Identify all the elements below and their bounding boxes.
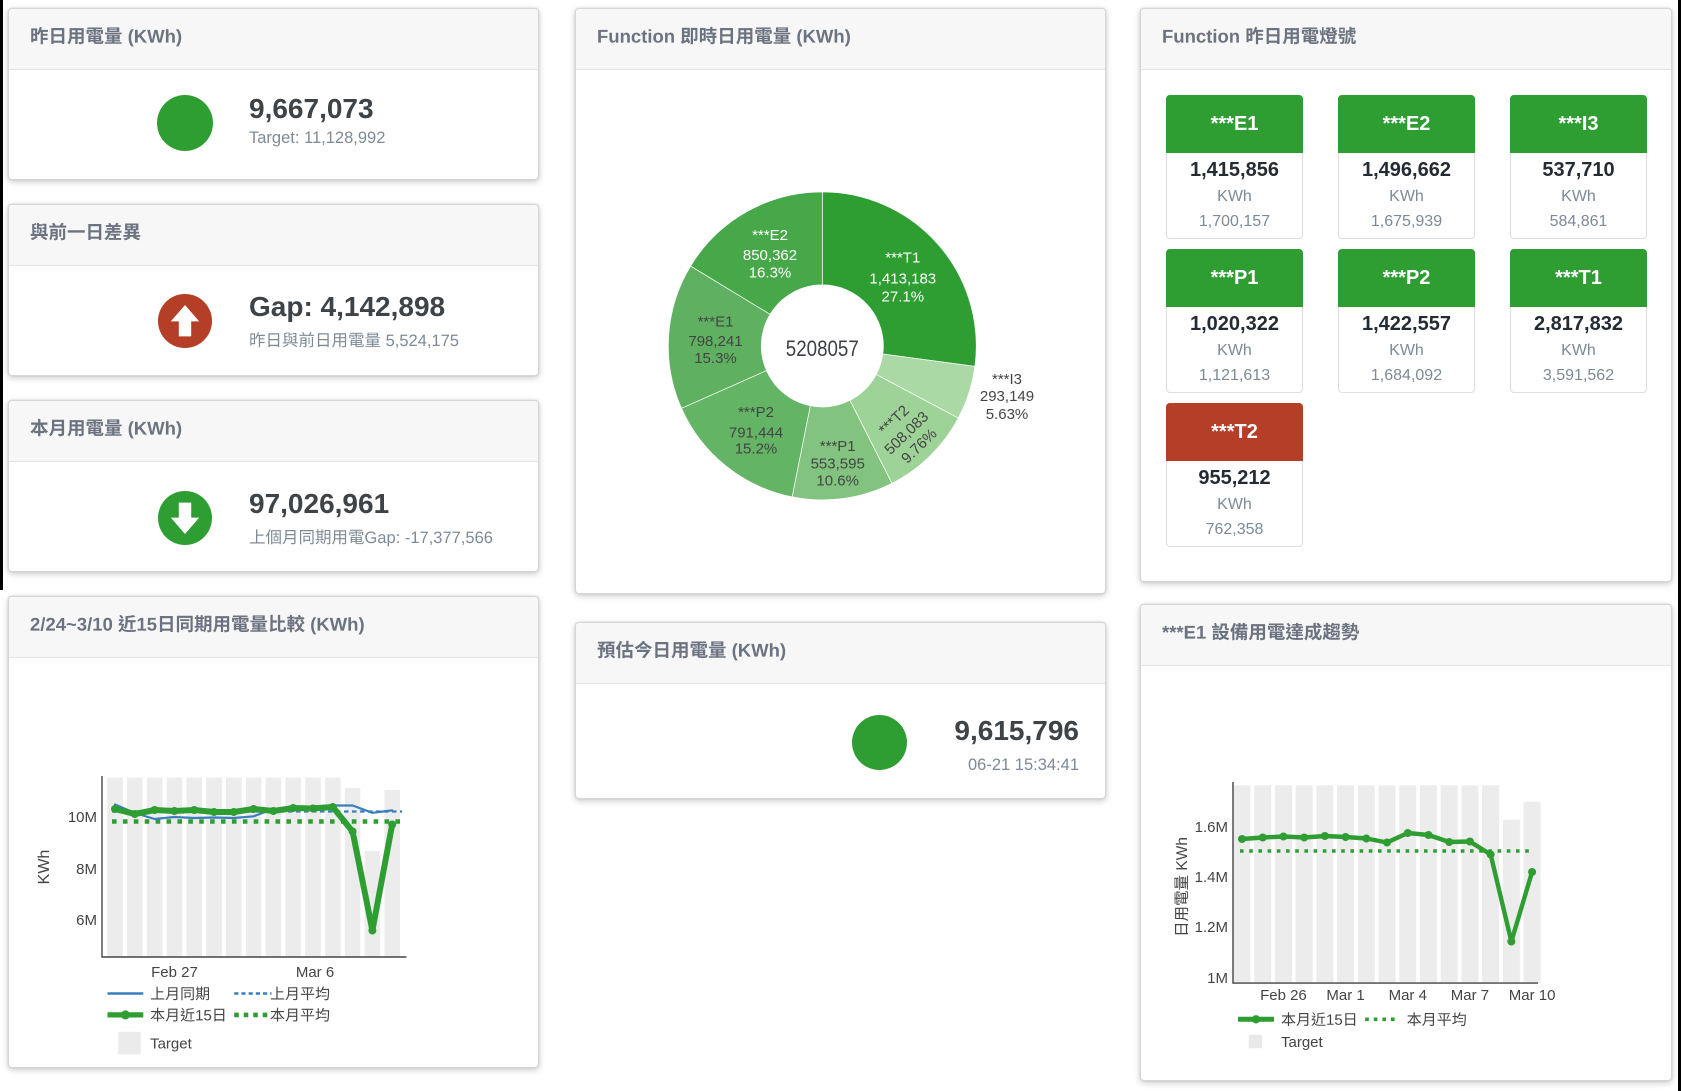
svg-text:553,595: 553,595 (811, 456, 865, 473)
svg-text:1M: 1M (1207, 970, 1228, 987)
svg-text:Target: Target (1281, 1034, 1324, 1051)
svg-text:15.3%: 15.3% (694, 350, 737, 367)
svg-text:798,241: 798,241 (688, 333, 742, 350)
svg-text:1.6M: 1.6M (1195, 819, 1228, 836)
svg-text:850,362: 850,362 (743, 247, 797, 264)
svg-text:15.2%: 15.2% (735, 441, 778, 458)
svg-text:16.3%: 16.3% (749, 264, 792, 281)
svg-text:27.1%: 27.1% (882, 289, 925, 306)
svg-text:***I3: ***I3 (992, 371, 1022, 388)
svg-text:1.4M: 1.4M (1195, 869, 1228, 886)
svg-text:Target: Target (150, 1036, 193, 1053)
svg-text:Mar 4: Mar 4 (1389, 987, 1427, 1004)
svg-text:8M: 8M (76, 861, 97, 878)
svg-text:Mar 1: Mar 1 (1326, 987, 1364, 1004)
svg-text:1.2M: 1.2M (1195, 919, 1228, 936)
svg-text:5208057: 5208057 (786, 336, 859, 361)
svg-text:***P2: ***P2 (738, 404, 774, 421)
svg-text:10M: 10M (68, 809, 97, 826)
svg-text:Mar 7: Mar 7 (1451, 987, 1489, 1004)
svg-text:6M: 6M (76, 912, 97, 929)
svg-text:***E2: ***E2 (752, 227, 788, 244)
svg-text:791,444: 791,444 (729, 425, 783, 442)
svg-text:Feb 27: Feb 27 (151, 964, 198, 981)
svg-text:Mar 10: Mar 10 (1509, 987, 1556, 1004)
svg-text:***T1: ***T1 (885, 250, 920, 267)
svg-text:5.63%: 5.63% (986, 406, 1029, 423)
svg-text:293,149: 293,149 (980, 388, 1034, 405)
svg-text:Feb 26: Feb 26 (1260, 987, 1307, 1004)
svg-text:***P1: ***P1 (820, 438, 856, 455)
svg-text:1,413,183: 1,413,183 (869, 271, 936, 288)
svg-text:KWh: KWh (36, 850, 53, 885)
svg-text:10.6%: 10.6% (816, 472, 859, 489)
svg-text:***E1: ***E1 (698, 314, 734, 331)
svg-text:Mar 6: Mar 6 (296, 964, 334, 981)
